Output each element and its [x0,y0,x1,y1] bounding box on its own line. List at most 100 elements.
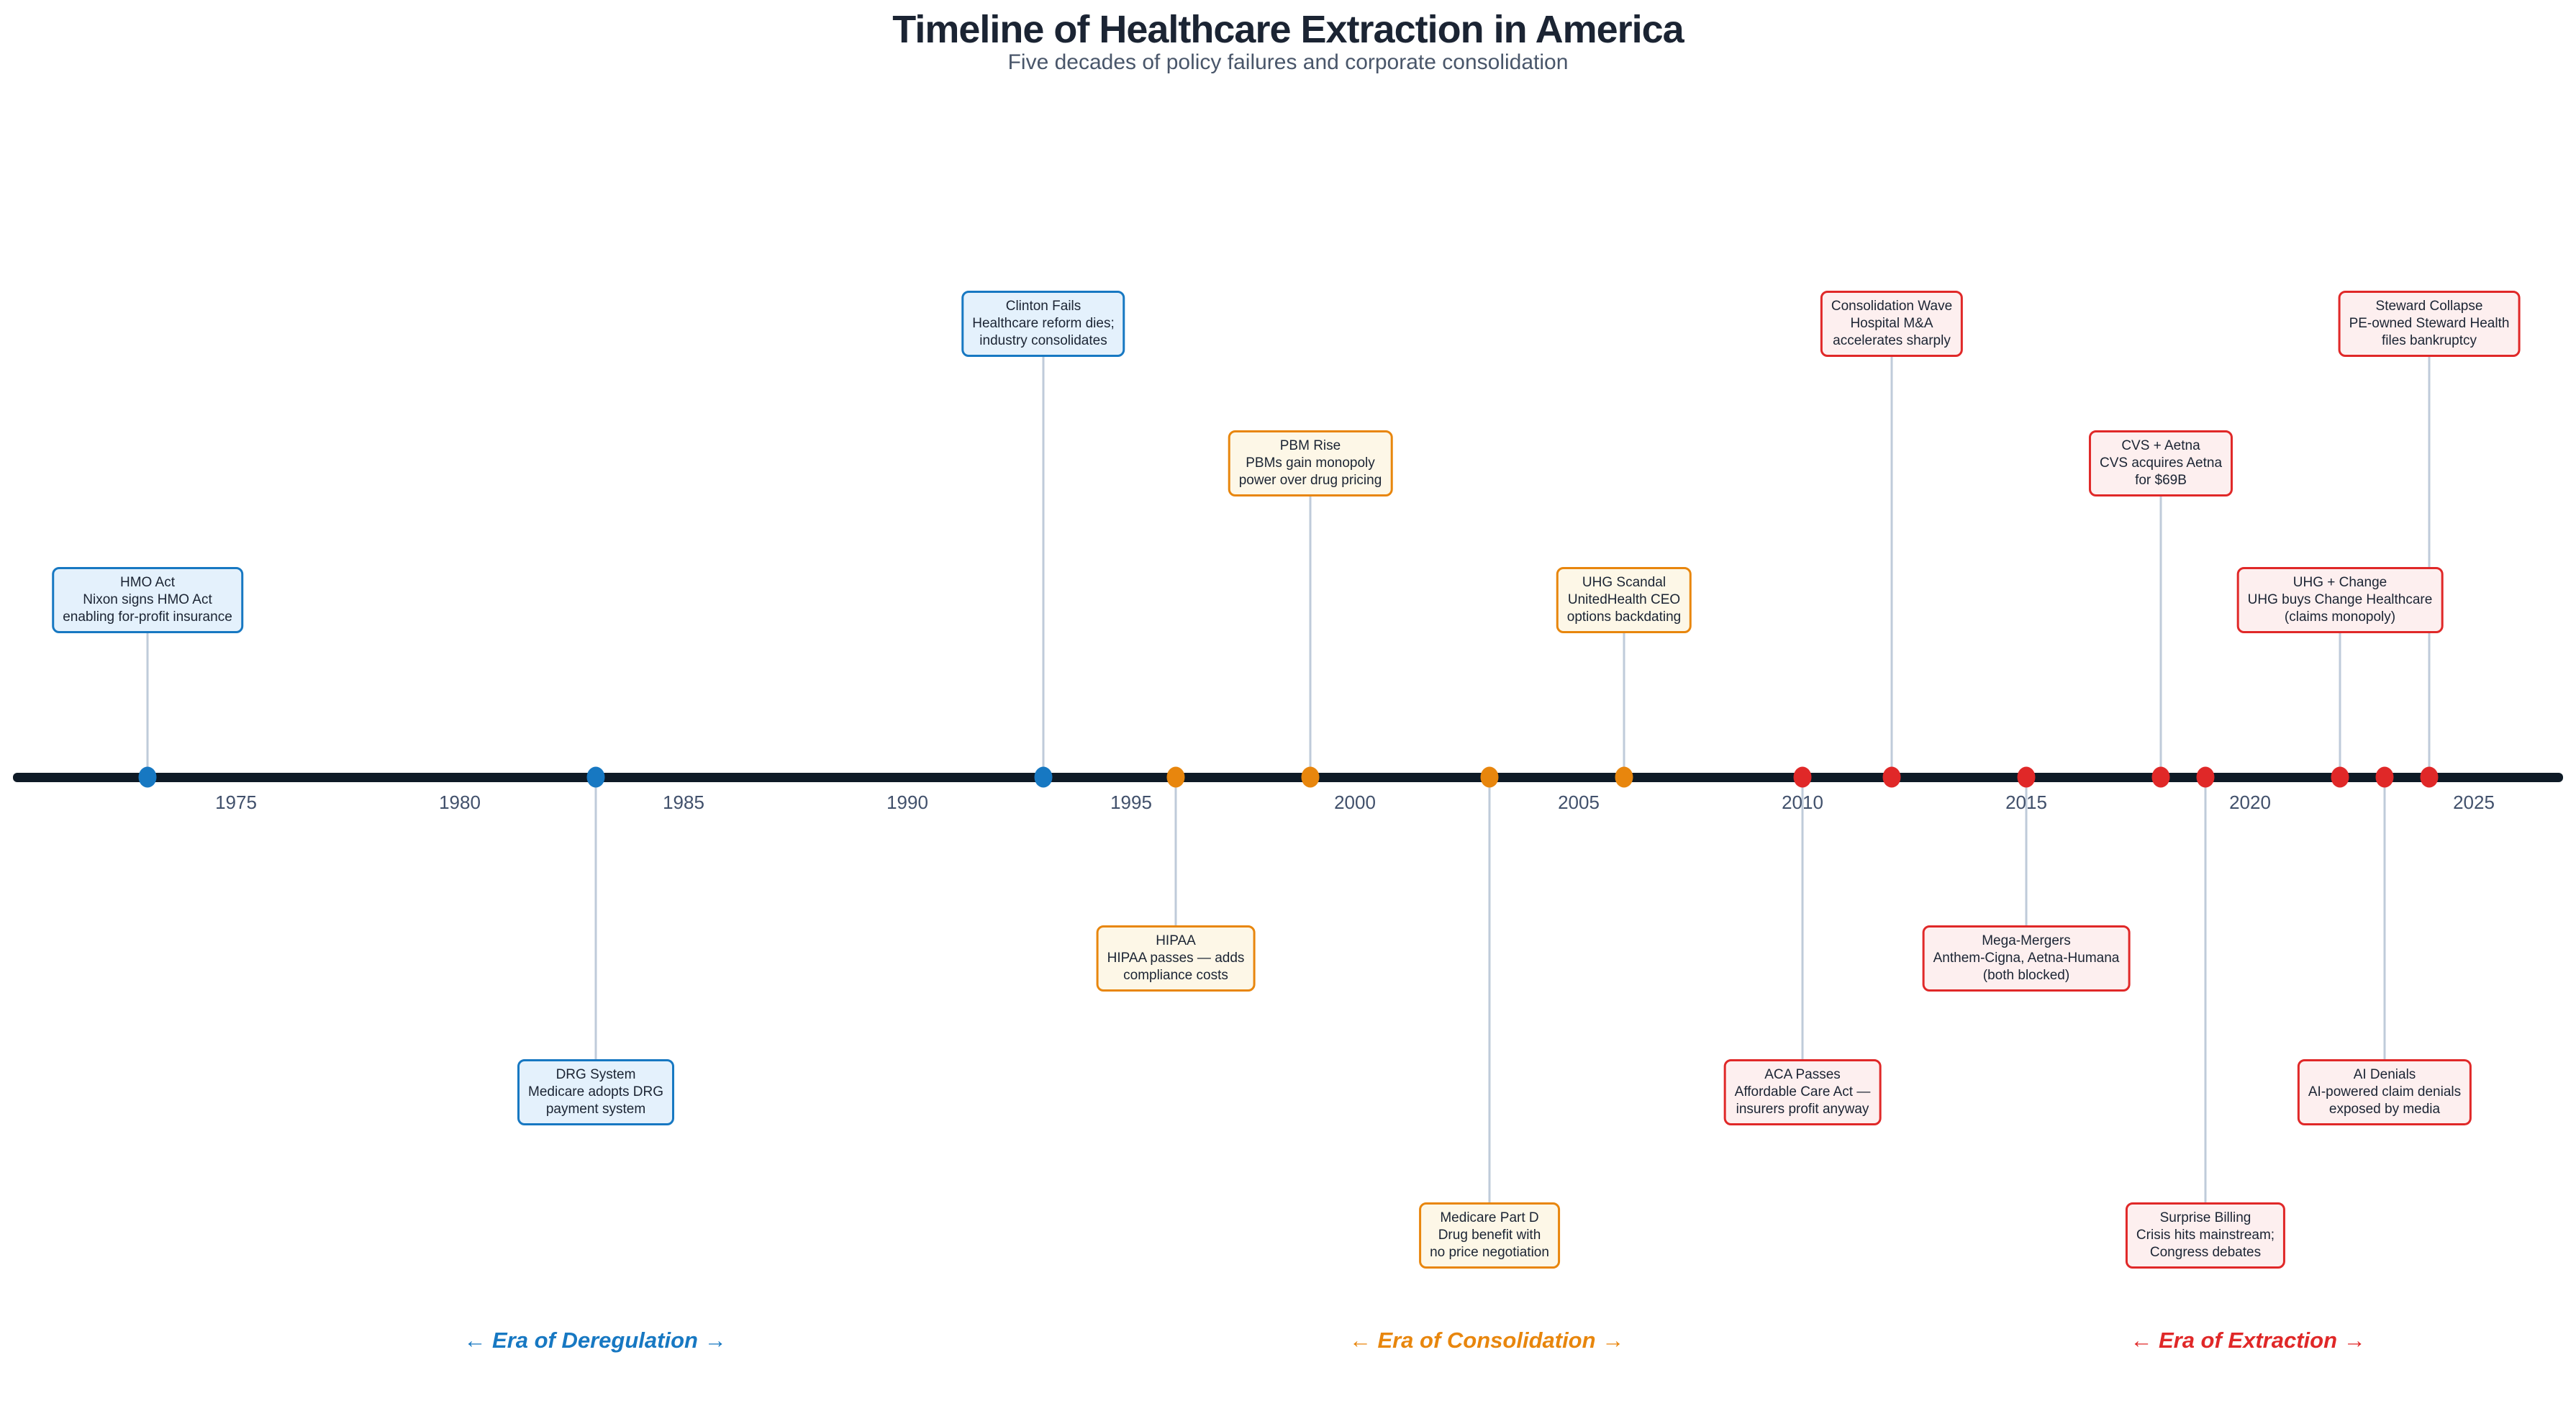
axis-label-2010: 2010 [1782,792,1823,813]
event-line2: (both blocked) [1982,968,2070,983]
event-title: PBM Rise [1279,438,1341,453]
event-title: Surprise Billing [2159,1210,2251,1225]
event-title: DRG System [555,1067,636,1082]
event-line2: power over drug pricing [1238,473,1382,488]
event-line1: Medicare adopts DRG [528,1084,663,1099]
event-title: CVS + Aetna [2121,438,2200,453]
timeline-axis [13,773,2563,782]
event-dot-1983 [586,766,605,788]
axis-tick-1995 [1128,773,1135,781]
event-line2: compliance costs [1123,968,1228,983]
event-title: AI Denials [2353,1067,2416,1082]
event-line1: HIPAA passes — adds [1107,951,1245,966]
event-line2: payment system [545,1102,646,1117]
axis-tick-2005 [1575,773,1582,781]
event-connector-1996 [1174,777,1177,925]
event-dot-1973 [138,766,157,788]
event-card-1996-hipaa: HIPAA HIPAA passes — adds compliance cos… [1096,925,1256,992]
event-line1: CVS acquires Aetna [2099,455,2223,471]
axis-tick-1980 [456,773,463,781]
event-connector-2022 [2339,632,2341,777]
axis-label-2015: 2015 [2005,792,2047,813]
event-card-2022-uhg-change: UHG + Change UHG buys Change Healthcare … [2236,567,2444,633]
axis-label-1975: 1975 [215,792,257,813]
event-card-2006-uhg-scandal: UHG Scandal UnitedHealth CEO options bac… [1556,567,1692,633]
event-card-1983-drg-system: DRG System Medicare adopts DRG payment s… [517,1059,674,1125]
era-label-consolidation: ← Era of Consolidation → [1348,1328,1625,1353]
event-connector-1999 [1309,495,1312,777]
page-title: Timeline of Healthcare Extraction in Ame… [892,8,1684,51]
event-connector-2018 [2159,495,2162,777]
event-line2: enabling for-profit insurance [63,609,232,625]
event-connector-2023 [2383,777,2386,1059]
event-line2: options backdating [1566,609,1682,625]
event-dot-2003 [1480,766,1499,788]
axis-label-2020: 2020 [2229,792,2271,813]
event-dot-1999 [1301,766,1320,788]
event-dot-2024 [2420,766,2439,788]
event-line2: no price negotiation [1430,1245,1549,1260]
axis-label-1995: 1995 [1110,792,1152,813]
axis-label-1985: 1985 [663,792,704,813]
event-line2: accelerates sharply [1833,333,1951,348]
event-connector-2019 [2204,777,2207,1202]
axis-tick-2025 [2470,773,2477,781]
event-line1: UnitedHealth CEO [1567,592,1681,607]
event-line1: Nixon signs HMO Act [83,592,212,607]
event-line2: exposed by media [2328,1102,2441,1117]
event-dot-2023 [2375,766,2394,788]
event-line1: Anthem-Cigna, Aetna-Humana [1933,951,2120,966]
axis-tick-2000 [1351,773,1359,781]
event-title: Mega-Mergers [1982,933,2071,948]
event-connector-2010 [1801,777,1804,1059]
event-card-2024-steward-collapse: Steward Collapse PE-owned Steward Health… [2338,291,2521,357]
event-card-2019-surprise-billing: Surprise Billing Crisis hits mainstream;… [2125,1202,2286,1269]
event-dot-2006 [1615,766,1633,788]
event-connector-2012 [1890,355,1893,777]
event-line1: UHG buys Change Healthcare [2247,592,2433,607]
event-dot-2010 [1793,766,1812,788]
event-line1: Crisis hits mainstream; [2136,1228,2275,1243]
event-line1: Drug benefit with [1438,1228,1541,1243]
axis-label-2025: 2025 [2453,792,2495,813]
axis-tick-2020 [2246,773,2254,781]
event-title: Steward Collapse [2375,299,2483,314]
event-connector-2024 [2428,355,2431,777]
event-dot-2012 [1882,766,1901,788]
axis-tick-1985 [680,773,687,781]
event-connector-2003 [1488,777,1491,1202]
event-line2: files bankruptcy [2381,333,2477,348]
event-card-2003-medicare-part-d: Medicare Part D Drug benefit with no pri… [1419,1202,1560,1269]
event-card-1999-pbm-rise: PBM Rise PBMs gain monopoly power over d… [1228,430,1393,496]
event-line2: Congress debates [2149,1245,2262,1260]
axis-label-2000: 2000 [1334,792,1376,813]
event-line1: PE-owned Steward Health [2349,316,2510,331]
event-line1: PBMs gain monopoly [1246,455,1375,471]
event-title: Consolidation Wave [1831,299,1953,314]
event-connector-1973 [146,632,149,777]
event-connector-2015 [2025,777,2028,925]
event-line1: Healthcare reform dies; [972,316,1115,331]
event-line2: (claims monopoly) [2284,609,2396,625]
page-subtitle: Five decades of policy failures and corp… [1007,50,1569,74]
event-title: HIPAA [1156,933,1196,948]
axis-label-1990: 1990 [886,792,928,813]
event-dot-2018 [2151,766,2170,788]
event-title: Clinton Fails [1005,299,1081,314]
event-title: UHG Scandal [1582,575,1666,590]
event-title: UHG + Change [2292,575,2387,590]
event-line1: AI-powered claim denials [2308,1084,2462,1099]
event-dot-2022 [2331,766,2349,788]
event-connector-1983 [594,777,597,1059]
event-title: ACA Passes [1764,1067,1841,1082]
axis-tick-1990 [904,773,911,781]
event-card-2018-cvs-aetna: CVS + Aetna CVS acquires Aetna for $69B [2088,430,2233,496]
axis-tick-1975 [232,773,240,781]
event-card-1973-hmo-act: HMO Act Nixon signs HMO Act enabling for… [52,567,243,633]
event-title: HMO Act [119,575,175,590]
event-card-2012-consolidation-wave: Consolidation Wave Hospital M&A accelera… [1820,291,1964,357]
event-line1: Hospital M&A [1850,316,1933,331]
event-dot-2019 [2196,766,2215,788]
event-connector-2006 [1623,632,1625,777]
